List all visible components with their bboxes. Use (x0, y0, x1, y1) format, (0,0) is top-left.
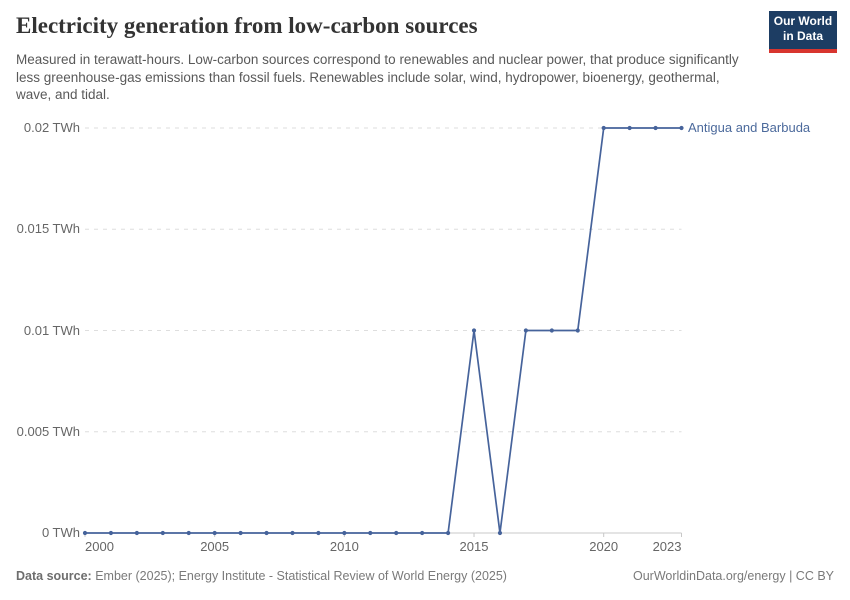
data-source-note: Data source: Ember (2025); Energy Instit… (16, 568, 507, 584)
x-axis-label: 2023 (652, 539, 682, 554)
data-source-label: Data source: (16, 569, 92, 583)
y-axis-label: 0.015 TWh (16, 221, 80, 237)
page-title: Electricity generation from low-carbon s… (16, 13, 478, 38)
y-axis-label: 0.02 TWh (23, 120, 80, 135)
y-axis-label: 0.005 TWh (16, 423, 80, 439)
chart-canvas[interactable]: Antigua and Barbuda 0 TWh 0.005 TWh 0.01 T… (0, 110, 850, 570)
license-note[interactable]: OurWorldinData.org/energy | CC BY (632, 569, 834, 583)
x-axis-label: 2010 (329, 539, 359, 554)
x-axis-label: 2015 (459, 539, 489, 554)
logo-line2: in Data (782, 29, 823, 43)
line-chart-plot[interactable] (0, 110, 850, 570)
y-axis-label: 0.01 TWh (23, 322, 80, 338)
data-source-text: Ember (2025); Energy Institute - Statist… (95, 569, 507, 583)
x-axis-label: 2005 (200, 539, 230, 554)
chart-subtitle: Measured in terawatt-hours. Low-carbon s… (16, 52, 739, 102)
x-axis-label: 2000 (85, 539, 114, 554)
y-axis-label: 0 TWh (41, 525, 80, 540)
owid-logo: Our World in Data (769, 11, 837, 53)
logo-line1: Our World (773, 14, 833, 28)
x-axis-label: 2020 (589, 539, 619, 554)
series-end-label[interactable]: Antigua and Barbuda (688, 120, 811, 135)
